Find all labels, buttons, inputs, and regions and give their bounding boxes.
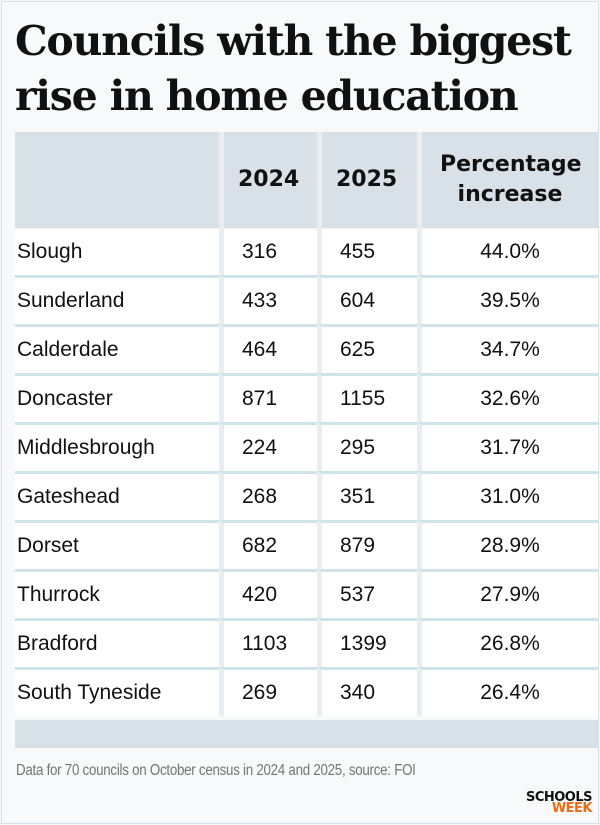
table-header-row: 2024 2025 Percentage increase (15, 132, 598, 228)
source-note: Data for 70 councils on October census i… (16, 762, 416, 779)
header-council (15, 132, 219, 228)
cell-2025: 879 (317, 520, 417, 569)
cell-percentage: 27.9% (417, 569, 598, 618)
header-percentage-increase-text: Percentage increase (440, 152, 582, 207)
logo-line-week: WEEK (551, 801, 593, 816)
chart-title: Councils with the biggest rise in home e… (15, 17, 572, 120)
table-row: Dorset 682 879 28.9% (15, 520, 598, 569)
cell-council: Thurrock (15, 569, 219, 618)
cell-percentage: 34.7% (417, 324, 598, 373)
cell-2024: 420 (219, 569, 317, 618)
cell-council: Doncaster (15, 373, 219, 422)
table-row: Bradford 1103 1399 26.8% (15, 618, 598, 667)
header-2025: 2025 (317, 132, 417, 228)
table-row: Slough 316 455 44.0% (15, 228, 598, 275)
cell-2025: 351 (317, 471, 417, 520)
cell-2025: 295 (317, 422, 417, 471)
cell-percentage: 31.0% (417, 471, 598, 520)
cell-council: Dorset (15, 520, 219, 569)
cell-2025: 1155 (317, 373, 417, 422)
cell-2025: 340 (317, 667, 417, 716)
cell-2024: 316 (219, 228, 317, 275)
cell-2025: 604 (317, 275, 417, 324)
cell-2024: 1103 (219, 618, 317, 667)
cell-2025: 1399 (317, 618, 417, 667)
cell-2024: 433 (219, 275, 317, 324)
cell-2025: 537 (317, 569, 417, 618)
logo-line-schools: SCHOOLS (525, 790, 593, 805)
table-row: Calderdale 464 625 34.7% (15, 324, 598, 373)
cell-council: Sunderland (15, 275, 219, 324)
table-row: Thurrock 420 537 27.9% (15, 569, 598, 618)
table-footer-bar (15, 720, 598, 748)
cell-council: Gateshead (15, 471, 219, 520)
table-row: Middlesbrough 224 295 31.7% (15, 422, 598, 471)
cell-council: Slough (15, 228, 219, 275)
cell-2024: 871 (219, 373, 317, 422)
cell-2025: 625 (317, 324, 417, 373)
data-table: 2024 2025 Percentage increase Slough 316 4… (15, 132, 598, 716)
cell-percentage: 26.4% (417, 667, 598, 716)
table-row: Doncaster 871 1155 32.6% (15, 373, 598, 422)
cell-2025: 455 (317, 228, 417, 275)
cell-2024: 464 (219, 324, 317, 373)
cell-council: South Tyneside (15, 667, 219, 716)
header-2024: 2024 (219, 132, 317, 228)
cell-percentage: 39.5% (417, 275, 598, 324)
cell-2024: 682 (219, 520, 317, 569)
cell-percentage: 28.9% (417, 520, 598, 569)
cell-percentage: 32.6% (417, 373, 598, 422)
cell-council: Middlesbrough (15, 422, 219, 471)
header-percentage-increase: Percentage increase (417, 132, 598, 228)
cell-council: Bradford (15, 618, 219, 667)
cell-percentage: 44.0% (417, 228, 598, 275)
cell-percentage: 26.8% (417, 618, 598, 667)
cell-percentage: 31.7% (417, 422, 598, 471)
cell-2024: 224 (219, 422, 317, 471)
table-row: Sunderland 433 604 39.5% (15, 275, 598, 324)
schools-week-logo: SCHOOLS WEEK (525, 790, 593, 816)
cell-2024: 269 (219, 667, 317, 716)
table-row: Gateshead 268 351 31.0% (15, 471, 598, 520)
table-row: South Tyneside 269 340 26.4% (15, 667, 598, 716)
cell-2024: 268 (219, 471, 317, 520)
cell-council: Calderdale (15, 324, 219, 373)
